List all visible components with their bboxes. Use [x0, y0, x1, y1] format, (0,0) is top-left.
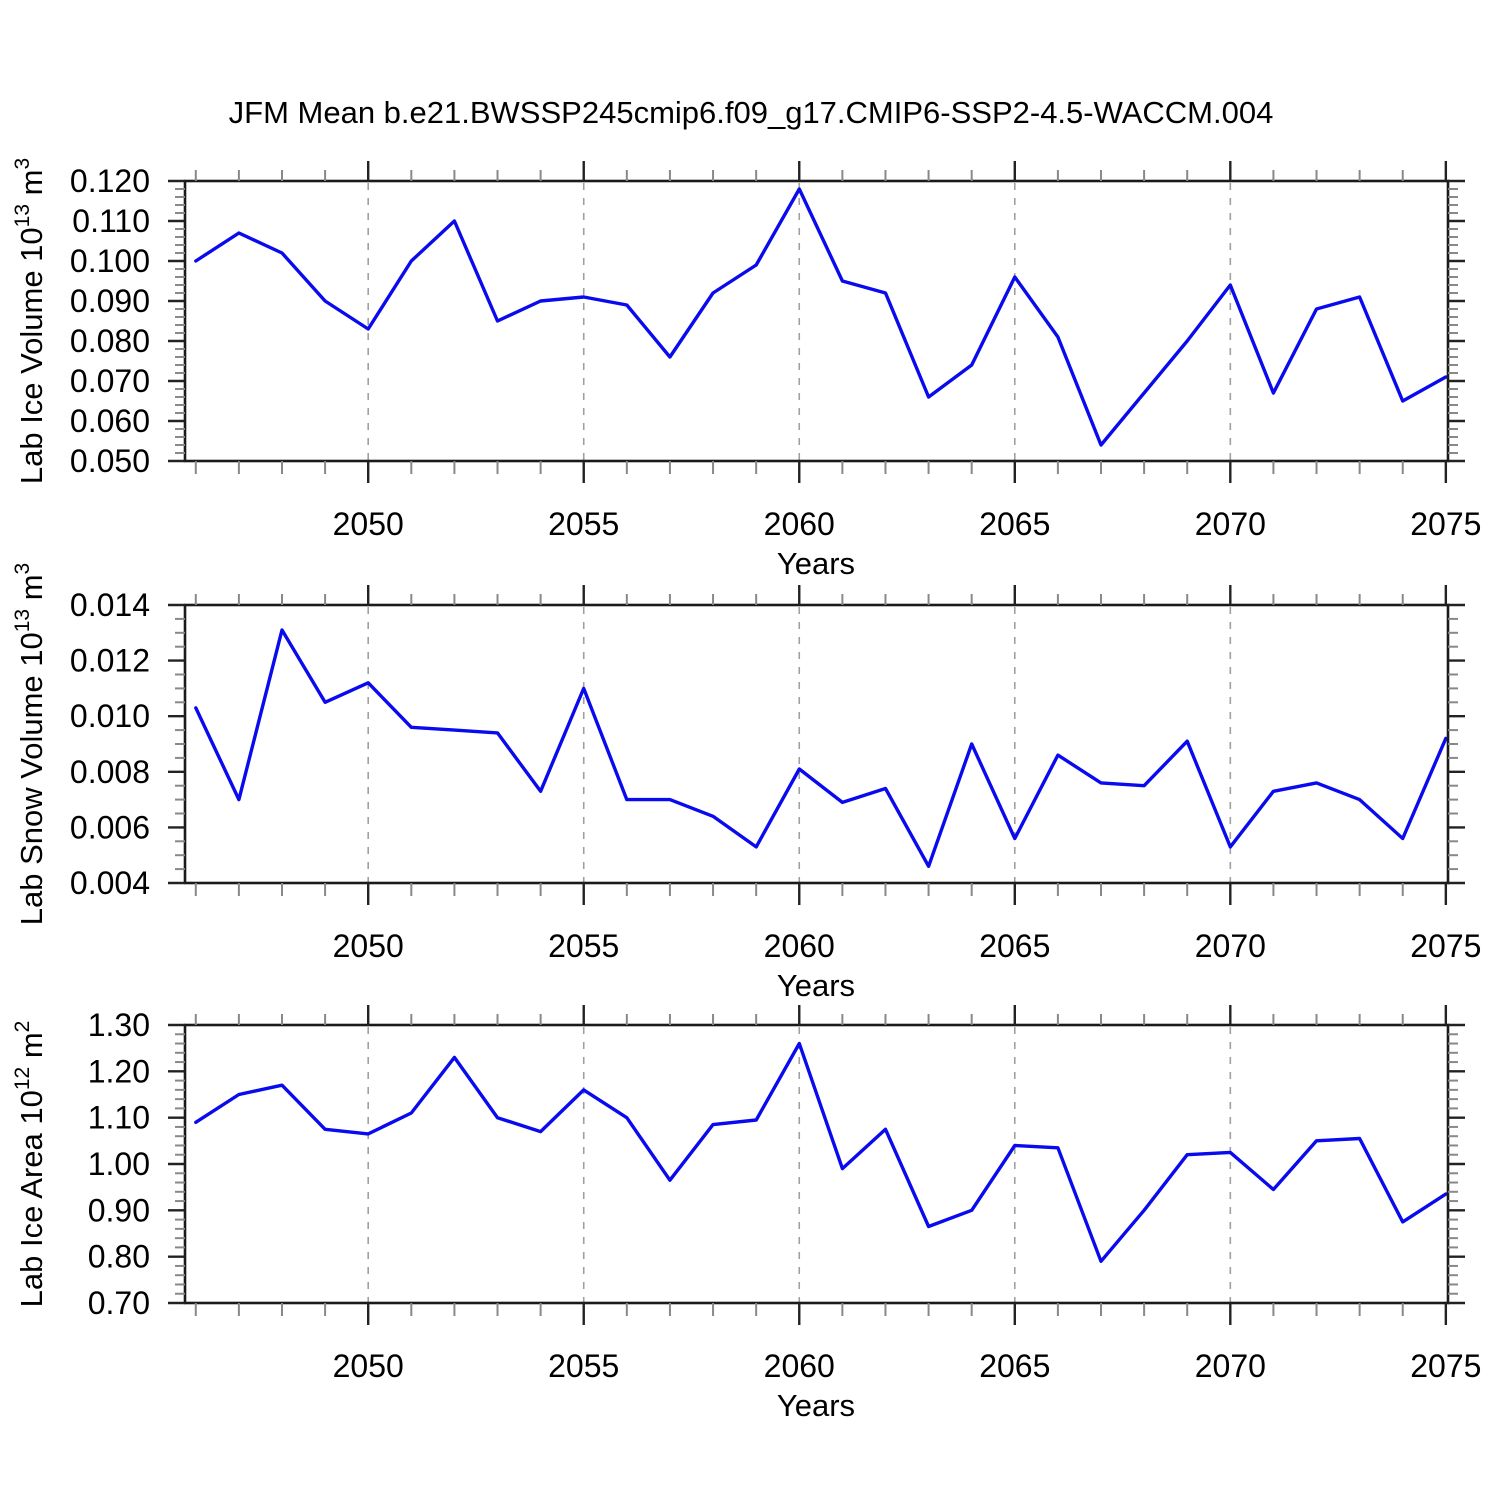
- x-tick-label: 2055: [548, 1348, 619, 1384]
- x-tick-label: 2070: [1195, 928, 1266, 964]
- x-axis-title-years: Years: [777, 1388, 855, 1423]
- x-tick-label: 2075: [1410, 928, 1481, 964]
- x-tick-label: 2050: [333, 1348, 404, 1384]
- chart-lab-ice-volume: Lab Ice Volume 1013 m3 Years 0.050 0.060 0…: [11, 158, 1481, 581]
- y-tick-label: 1.30: [88, 1007, 150, 1043]
- x-tick-label: 2070: [1195, 1348, 1266, 1384]
- x-tick-label: 2070: [1195, 506, 1266, 542]
- y-tick-label: 0.100: [70, 243, 150, 279]
- series-line: [194, 1041, 1448, 1264]
- x-tick-label: 2065: [979, 1348, 1050, 1384]
- y-tick-label: 0.070: [70, 363, 150, 399]
- x-tick-label: 2050: [333, 928, 404, 964]
- x-tick-label: 2065: [979, 506, 1050, 542]
- y-tick-label: 0.110: [72, 203, 150, 239]
- x-tick-label: 2075: [1410, 506, 1481, 542]
- y-tick-label: 0.70: [88, 1285, 150, 1321]
- x-axis-title-years: Years: [777, 546, 855, 581]
- chart-lab-snow-volume: Lab Snow Volume 1013 m3 Years 0.004 0.006…: [11, 563, 1481, 1003]
- y-tick-label: 0.050: [70, 443, 150, 479]
- y-tick-label: 0.010: [70, 698, 150, 734]
- y-tick-label: 0.008: [70, 754, 150, 790]
- y-tick-label: 0.012: [70, 643, 150, 679]
- x-axis-title-years: Years: [777, 968, 855, 1003]
- y-axis-title-ice-area: Lab Ice Area 1012 m2: [11, 1021, 49, 1308]
- series-line: [194, 628, 1448, 868]
- y-tick-label: 0.014: [70, 587, 150, 623]
- plot-frame: [183, 179, 1450, 463]
- y-tick-label: 0.006: [70, 809, 150, 845]
- y-tick-label: 1.20: [88, 1053, 150, 1089]
- y-tick-label: 0.060: [70, 403, 150, 439]
- y-axis-title-ice-volume: Lab Ice Volume 1013 m3: [11, 158, 49, 484]
- series-line: [194, 187, 1448, 447]
- y-tick-label: 0.120: [70, 163, 150, 199]
- y-tick-label: 0.80: [88, 1239, 150, 1275]
- y-tick-label: 1.00: [88, 1146, 150, 1182]
- chart-lab-ice-area: Lab Ice Area 1012 m2 Years 0.70 0.80 0.90 1…: [11, 1005, 1481, 1423]
- y-tick-label: 0.004: [70, 865, 150, 901]
- x-tick-label: 2055: [548, 506, 619, 542]
- y-tick-label: 0.080: [70, 323, 150, 359]
- x-tick-label: 2065: [979, 928, 1050, 964]
- y-tick-label: 1.10: [88, 1100, 150, 1136]
- y-axis-title-snow-volume: Lab Snow Volume 1013 m3: [11, 563, 49, 925]
- x-tick-label: 2075: [1410, 1348, 1481, 1384]
- figure-title: JFM Mean b.e21.BWSSP245cmip6.f09_g17.CMI…: [229, 95, 1274, 130]
- x-tick-label: 2050: [333, 506, 404, 542]
- x-tick-label: 2060: [764, 506, 835, 542]
- x-tick-label: 2055: [548, 928, 619, 964]
- x-tick-label: 2060: [764, 928, 835, 964]
- y-tick-label: 0.090: [70, 283, 150, 319]
- x-tick-label: 2060: [764, 1348, 835, 1384]
- y-tick-label: 0.90: [88, 1192, 150, 1228]
